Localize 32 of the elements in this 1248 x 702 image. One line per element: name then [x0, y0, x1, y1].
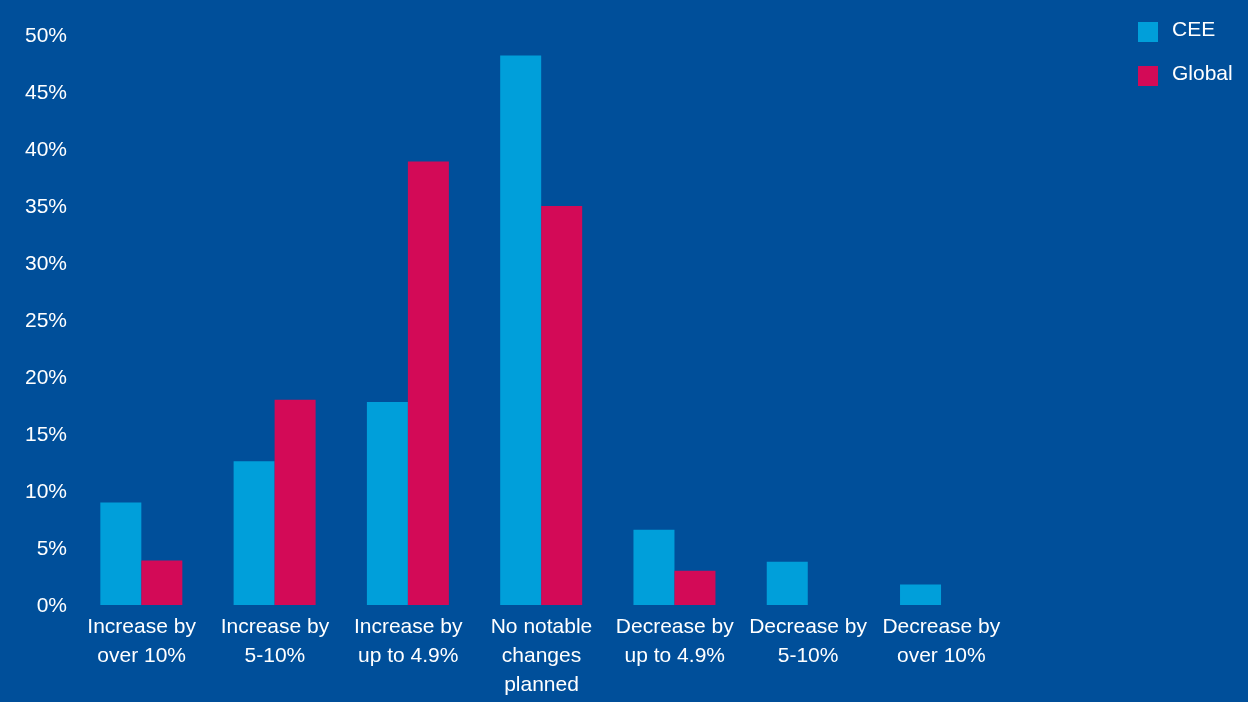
x-tick-label: No notable changes planned [490, 614, 593, 695]
x-tick-label: Decrease by up to 4.9% [615, 614, 735, 666]
y-tick-label: 0% [36, 593, 67, 617]
legend-label: Global [1172, 61, 1233, 84]
bar [141, 560, 183, 605]
y-tick-label: 40% [24, 137, 67, 161]
legend-label: CEE [1172, 17, 1216, 40]
x-tick-label: Increase by up to 4.9% [353, 614, 463, 666]
y-tick-label: 30% [24, 251, 67, 275]
x-tick-label: Decrease by 5-10% [749, 614, 868, 666]
x-tick-label: Increase by 5-10% [220, 614, 330, 666]
bar [100, 502, 142, 605]
x-tick-label: Increase by over 10% [87, 614, 197, 666]
y-tick-label: 20% [24, 365, 67, 389]
y-tick-label: 15% [24, 422, 67, 446]
x-tick-label: Decrease by over 10% [882, 614, 1001, 666]
y-tick-label: 45% [24, 80, 67, 104]
y-tick-label: 5% [36, 536, 67, 560]
y-tick-label: 10% [24, 479, 67, 503]
bar [366, 402, 408, 605]
bar [674, 570, 716, 605]
bar [274, 399, 316, 605]
y-tick-label: 35% [24, 194, 67, 218]
y-tick-label: 50% [24, 23, 67, 47]
bar [233, 461, 275, 605]
bar [541, 206, 583, 605]
y-tick-label: 25% [24, 308, 67, 332]
bar [407, 161, 449, 605]
bar [766, 561, 808, 605]
bar [900, 584, 942, 605]
bar [633, 529, 675, 605]
bar [500, 55, 542, 605]
